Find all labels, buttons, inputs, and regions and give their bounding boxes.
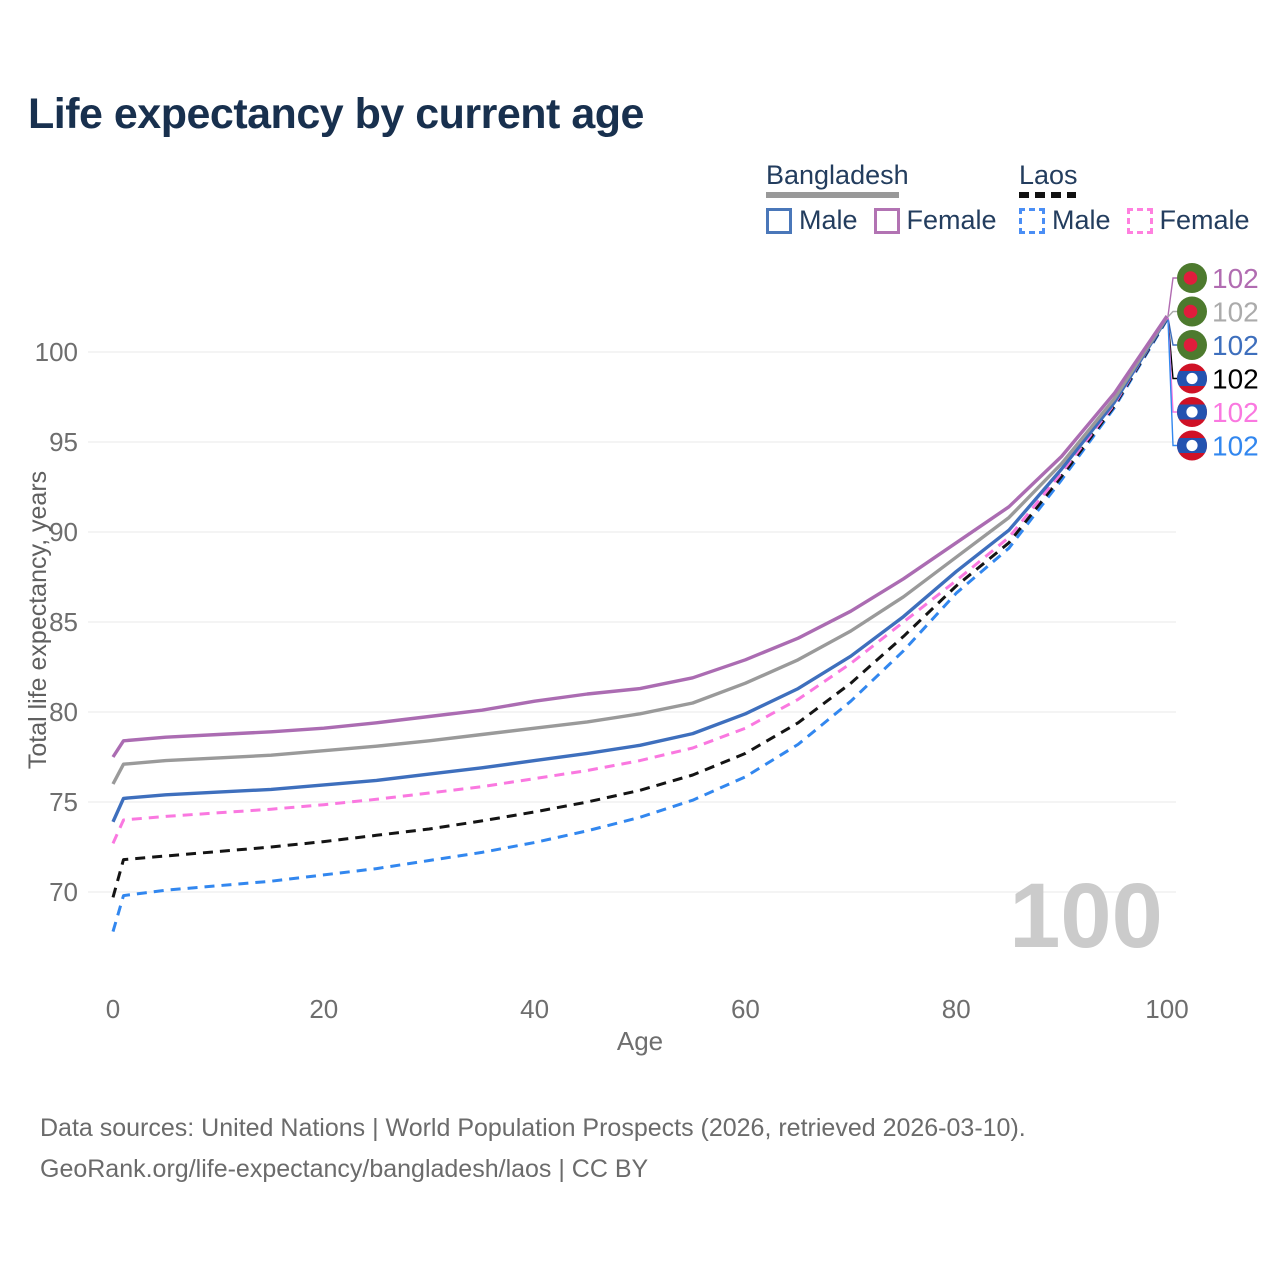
laos-female-swatch-icon — [1126, 207, 1153, 234]
end-value-label: 102 — [1212, 364, 1259, 395]
y-tick-label: 70 — [49, 877, 78, 907]
y-tick-label: 100 — [35, 337, 78, 367]
legend-group-laos: Laos Male Female — [1019, 160, 1250, 234]
y-tick-label: 80 — [49, 697, 78, 727]
laos-flag-icon — [1177, 430, 1207, 461]
legend-group-bangladesh: Bangladesh Male Female — [766, 160, 997, 234]
bangladesh-male-swatch-icon — [766, 207, 792, 234]
series-line-laos-both-sexes — [111, 317, 1169, 898]
end-label-connector — [1167, 317, 1177, 346]
y-tick-label: 95 — [49, 427, 78, 457]
end-label-connector — [1167, 277, 1177, 317]
bangladesh-flag-icon — [1177, 296, 1207, 327]
legend-item-bangladesh-male: Male — [766, 207, 858, 234]
bangladesh-line-swatch — [766, 192, 899, 198]
legend-label-bangladesh-male: Male — [799, 205, 858, 235]
legend-item-laos-male: Male — [1019, 207, 1111, 234]
laos-line-swatch — [1019, 192, 1076, 198]
legend-country-bangladesh: Bangladesh — [766, 160, 909, 190]
y-tick-label: 90 — [49, 517, 78, 547]
legend-label-laos-male: Male — [1052, 205, 1111, 235]
x-axis-title: Age — [617, 1026, 663, 1056]
attribution-line: GeoRank.org/life-expectancy/bangladesh/l… — [40, 1155, 649, 1183]
end-value-label: 102 — [1212, 330, 1259, 361]
laos-flag-icon — [1177, 397, 1207, 427]
end-value-label: 102 — [1212, 297, 1259, 328]
y-tick-label: 85 — [49, 607, 78, 637]
end-label-connector — [1167, 319, 1177, 447]
legend-item-bangladesh-female: Female — [873, 205, 997, 235]
data-sources-line: Data sources: United Nations | World Pop… — [40, 1114, 1026, 1142]
legend-item-laos-female: Female — [1126, 205, 1250, 235]
series-line-laos-female — [111, 317, 1169, 845]
y-axis-title: Total life expectancy, years — [24, 471, 52, 769]
bangladesh-flag-icon — [1177, 263, 1207, 293]
laos-male-swatch-icon — [1019, 207, 1045, 234]
chart-footer: Data sources: United Nations | World Pop… — [40, 1108, 1026, 1190]
legend-label-laos-female: Female — [1159, 205, 1250, 235]
bangladesh-female-swatch-icon — [873, 207, 900, 234]
series-line-bangladesh-female — [111, 315, 1169, 758]
series-line-laos-male — [111, 318, 1169, 933]
age-watermark: 100 — [1009, 865, 1163, 967]
x-tick-label: 80 — [942, 994, 971, 1024]
x-tick-label: 100 — [1145, 994, 1188, 1024]
x-tick-label: 60 — [731, 994, 760, 1024]
x-tick-label: 0 — [106, 994, 120, 1024]
x-tick-label: 40 — [520, 994, 549, 1024]
end-value-label: 102 — [1212, 397, 1259, 428]
series-line-bangladesh-male — [111, 316, 1169, 823]
end-label-connector — [1167, 310, 1177, 318]
legend-country-laos: Laos — [1019, 160, 1078, 190]
series-line-bangladesh-both-sexes — [111, 315, 1169, 785]
x-tick-label: 20 — [309, 994, 338, 1024]
laos-flag-icon — [1177, 363, 1207, 394]
legend-row-laos: Male Female — [1019, 207, 1250, 234]
y-tick-label: 75 — [49, 787, 78, 817]
legend-row-bangladesh: Male Female — [766, 207, 997, 234]
legend-label-bangladesh-female: Female — [906, 205, 997, 235]
end-value-label: 102 — [1212, 263, 1259, 294]
end-value-label: 102 — [1212, 431, 1259, 462]
bangladesh-flag-icon — [1177, 330, 1207, 360]
chart-title: Life expectancy by current age — [28, 90, 644, 138]
